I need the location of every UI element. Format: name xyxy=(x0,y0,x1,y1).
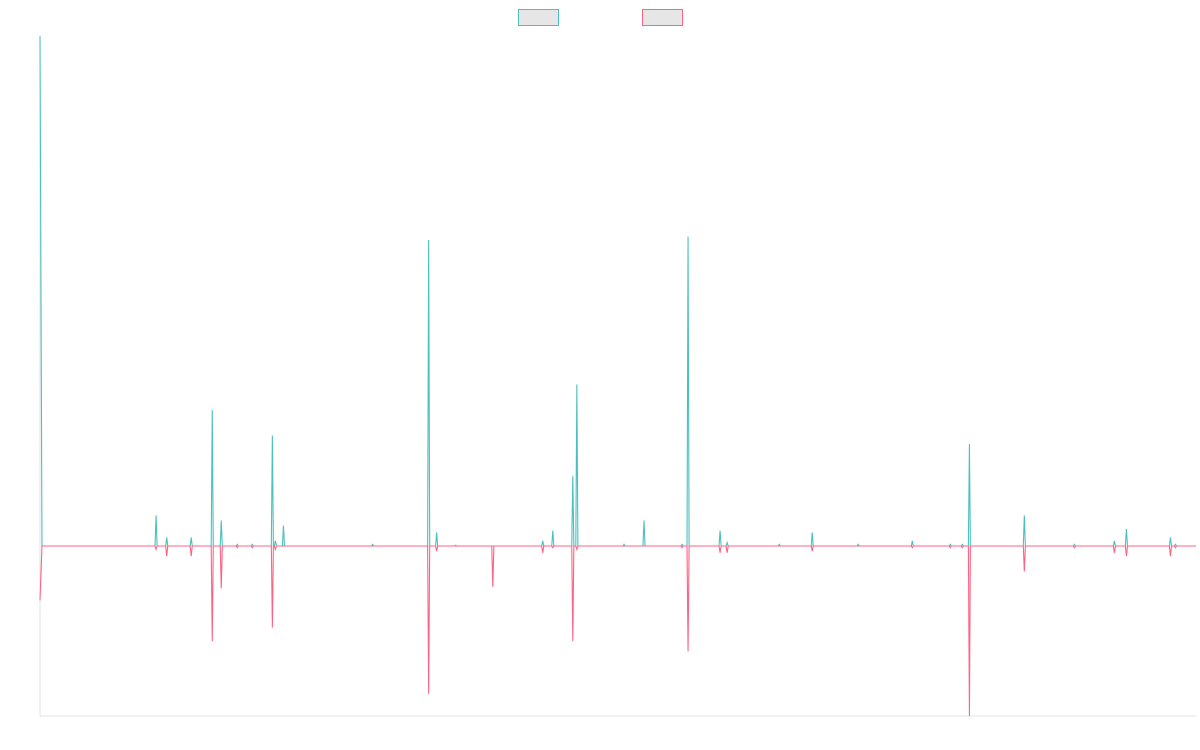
legend-swatch-series-1[interactable] xyxy=(518,9,559,26)
chart-legend[interactable] xyxy=(518,9,683,26)
series-line-1 xyxy=(39,35,1196,547)
series-line-2 xyxy=(39,545,1196,717)
series-layer xyxy=(39,35,1196,717)
chart-axes xyxy=(39,36,1196,717)
legend-swatch-series-2[interactable] xyxy=(642,9,683,26)
